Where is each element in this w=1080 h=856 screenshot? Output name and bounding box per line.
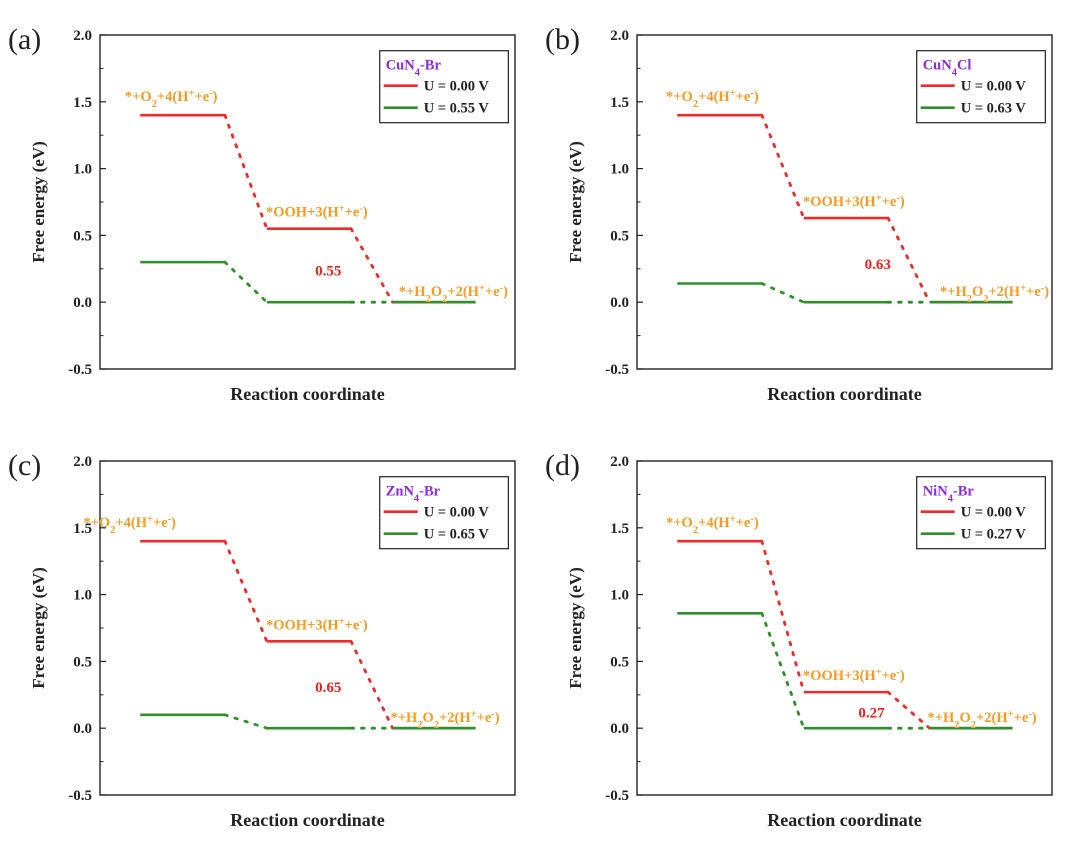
series-u-applied (140, 260, 476, 304)
y-tick-label: 1.5 (73, 521, 92, 537)
x-axis-title: Reaction coordinate (230, 810, 384, 830)
series-u-applied (677, 611, 1013, 730)
species-label: *+H2O2+2(H++e-) (940, 283, 1049, 305)
legend-entry: U = 0.65 V (424, 527, 490, 543)
legend-box (916, 476, 1046, 550)
legend: NiN4-BrU = 0.00 V U = 0.27 V (916, 476, 1046, 550)
series-u-0 (140, 539, 476, 730)
y-tick-label: -0.5 (68, 788, 92, 804)
y-tick-label: 2.0 (610, 28, 629, 44)
species-label: *+O2+4(H++e-) (83, 514, 176, 536)
connector (760, 611, 806, 730)
legend: ZnN4-BrU = 0.00 V U = 0.65 V (379, 476, 509, 550)
barrier-label: 0.63 (865, 257, 891, 273)
connector (760, 113, 806, 220)
species-label: *+H2O2+2(H++e-) (928, 709, 1037, 731)
panel-label: (c) (8, 449, 41, 482)
y-tick-label: 0.0 (610, 721, 629, 737)
panel-b: 2.0 1.5 1.0 0.5 0.0 -0.5 (b) Free energy (eV) Re… (545, 23, 1053, 404)
legend-title: CuN4Cl (923, 58, 972, 79)
species-label: *OOH+3(H++e-) (266, 203, 368, 221)
series-u-applied (677, 282, 1013, 304)
y-tick-label: 1.0 (610, 588, 629, 604)
y-tick-label: 2.0 (73, 28, 92, 44)
connector (760, 282, 806, 304)
panel-label: (a) (8, 23, 41, 56)
y-tick-label: 0.5 (73, 228, 92, 244)
series-u-0 (677, 539, 1013, 730)
legend-box (379, 50, 509, 124)
y-tick-label: 2.0 (610, 454, 629, 470)
legend-entry: U = 0.27 V (961, 527, 1027, 543)
species-label: *+O2+4(H++e-) (125, 88, 218, 110)
y-tick-label: 0.5 (73, 654, 92, 670)
panel-d: 2.0 1.5 1.0 0.5 0.0 -0.5 (d) Free energy (eV) Re… (545, 449, 1053, 830)
y-tick-label: 0.0 (73, 295, 92, 311)
y-tick-label: 1.5 (610, 95, 629, 111)
connector (760, 539, 806, 694)
legend-entry: U = 0.00 V (424, 505, 490, 521)
y-tick-label: 1.5 (610, 521, 629, 537)
connector (223, 113, 269, 231)
barrier-label: 0.27 (858, 706, 885, 722)
y-tick-label: 0.0 (73, 721, 92, 737)
legend-entry: U = 0.55 V (424, 101, 490, 117)
y-tick-label: 1.5 (73, 95, 92, 111)
legend-entry: U = 0.00 V (961, 79, 1027, 95)
legend: CuN4-BrU = 0.00 V U = 0.55 V (379, 50, 509, 124)
y-tick-label: 0.5 (610, 228, 629, 244)
connector (223, 713, 269, 730)
y-tick-label: 1.0 (73, 588, 92, 604)
species-label: *+O2+4(H++e-) (666, 88, 759, 110)
connector (223, 539, 269, 643)
connector (349, 227, 394, 304)
legend-entry: U = 0.00 V (961, 505, 1027, 521)
x-axis-title: Reaction coordinate (767, 384, 921, 404)
y-tick-label: -0.5 (68, 362, 92, 378)
connector (886, 216, 931, 304)
panel-label: (b) (545, 23, 580, 56)
series-u-applied (140, 713, 476, 730)
y-tick-label: -0.5 (605, 788, 629, 804)
legend-entry: U = 0.00 V (424, 79, 490, 95)
y-axis-title: Free energy (eV) (29, 141, 48, 262)
legend-title: ZnN4-Br (386, 484, 441, 505)
y-tick-label: 0.0 (610, 295, 629, 311)
y-axis-title: Free energy (eV) (29, 567, 48, 688)
panel-label: (d) (545, 449, 580, 482)
connector (223, 260, 269, 304)
y-axis-title: Free energy (eV) (566, 141, 585, 262)
legend-title: CuN4-Br (386, 58, 442, 79)
panel-c: 2.0 1.5 1.0 0.5 0.0 -0.5 (c) Free energy (eV) Re… (8, 449, 516, 830)
y-axis-title: Free energy (eV) (566, 567, 585, 688)
barrier-label: 0.55 (315, 263, 341, 279)
species-label: *OOH+3(H++e-) (803, 193, 905, 211)
species-label: *OOH+3(H++e-) (266, 616, 368, 634)
connector (349, 639, 394, 730)
y-tick-label: -0.5 (605, 362, 629, 378)
y-tick-label: 2.0 (73, 454, 92, 470)
barrier-label: 0.65 (315, 680, 341, 696)
x-axis-title: Reaction coordinate (767, 810, 921, 830)
x-axis-title: Reaction coordinate (230, 384, 384, 404)
y-tick-label: 0.5 (610, 654, 629, 670)
panel-a: 2.0 1.5 1.0 0.5 0.0 -0.5 (a) Free energy (eV) Re… (8, 23, 516, 404)
species-label: *+O2+4(H++e-) (666, 514, 759, 536)
legend-entry: U = 0.63 V (961, 101, 1027, 117)
species-label: *+H2O2+2(H++e-) (391, 709, 500, 731)
connector (886, 690, 931, 730)
species-label: *+H2O2+2(H++e-) (399, 283, 508, 305)
legend-title: NiN4-Br (923, 484, 975, 505)
species-label: *OOH+3(H++e-) (803, 667, 905, 685)
y-tick-label: 1.0 (73, 162, 92, 178)
y-tick-label: 1.0 (610, 162, 629, 178)
